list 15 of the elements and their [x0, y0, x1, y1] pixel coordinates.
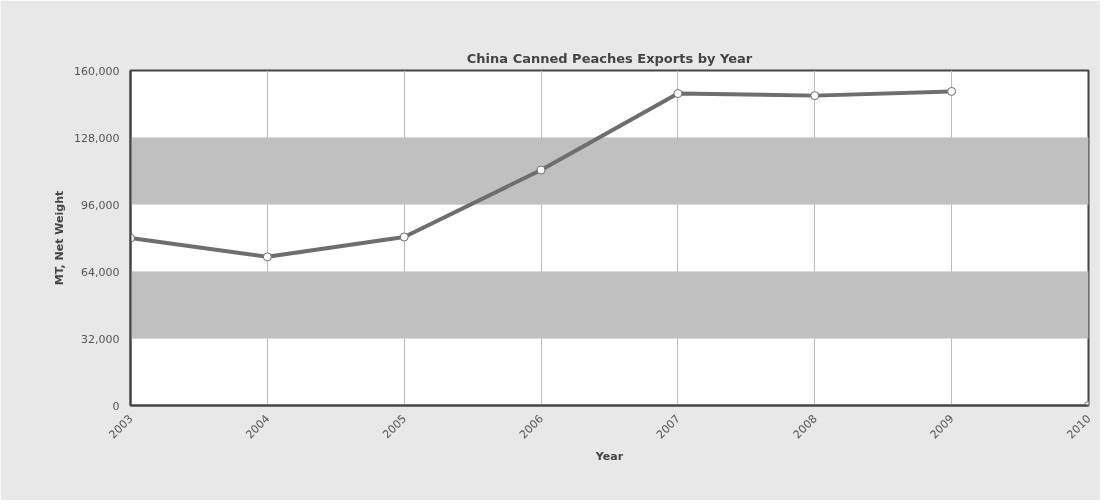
y-tick-label: 32,000	[81, 332, 120, 346]
chart-title: China Canned Peaches Exports by Year	[466, 50, 753, 66]
point	[810, 91, 820, 101]
x-axis-title: Year	[594, 449, 624, 463]
y-tick-label: 0	[112, 399, 120, 413]
y-tick-label: 96,000	[81, 198, 120, 212]
point	[673, 89, 683, 99]
point	[262, 252, 272, 262]
point	[536, 165, 546, 175]
y-tick-label: 128,000	[74, 131, 120, 145]
y-tick-label: 64,000	[81, 265, 120, 279]
point	[947, 86, 957, 96]
y-axis-title: MT, Net Weight	[53, 190, 67, 286]
point	[399, 232, 409, 242]
y-tick-label: 160,000	[74, 64, 120, 78]
